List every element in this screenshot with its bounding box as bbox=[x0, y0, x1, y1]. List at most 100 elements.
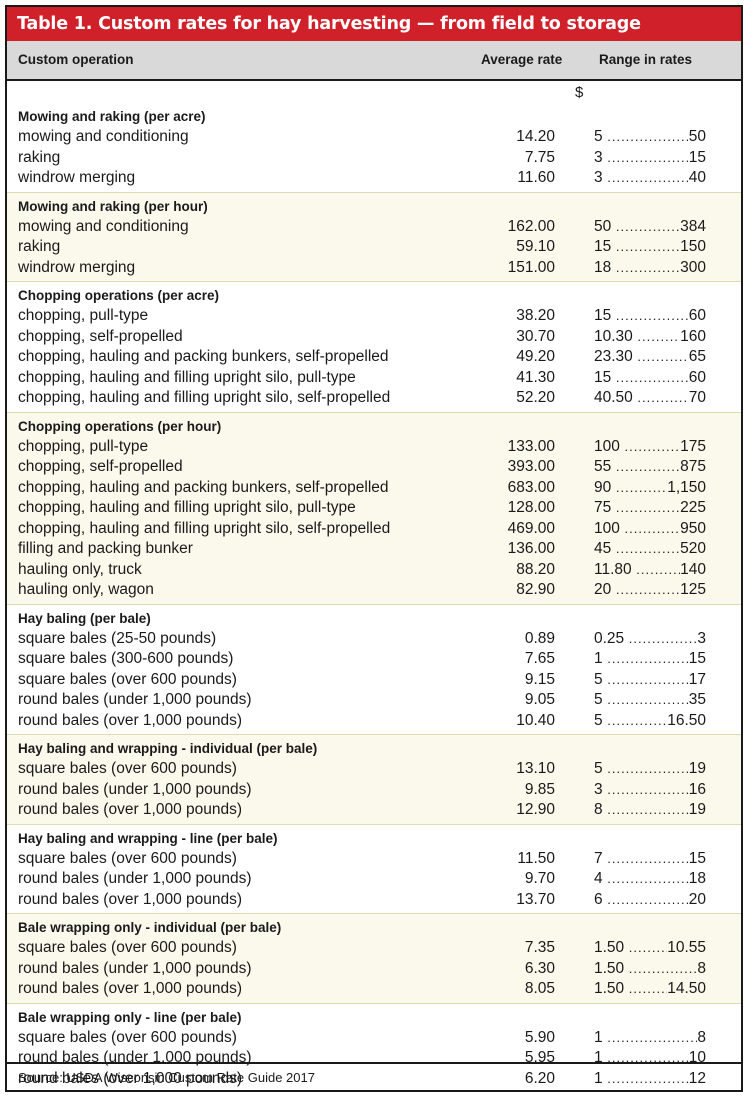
range-cell: 1 ......................................… bbox=[594, 1069, 706, 1090]
unit-row: $ bbox=[7, 81, 741, 103]
range-low: 1 bbox=[594, 1049, 603, 1066]
range-high: 19 bbox=[688, 760, 706, 777]
average-rate-cell: 82.90 bbox=[516, 581, 555, 598]
range-high: 19 bbox=[688, 801, 706, 818]
average-rate-cell: 5.90 bbox=[524, 1028, 555, 1046]
range-high: 20 bbox=[688, 890, 706, 908]
range-cell: 90 .....................................… bbox=[594, 478, 706, 499]
range-low: 15 bbox=[594, 238, 612, 255]
range-low: 8 bbox=[594, 801, 603, 818]
range-cell: 45 .....................................… bbox=[594, 539, 706, 560]
range-high: 384 bbox=[680, 217, 706, 235]
range-cell: 4 ......................................… bbox=[594, 869, 706, 890]
range-dots: ........................................… bbox=[607, 1070, 689, 1086]
table-row: hauling only, wagon 82.90 20 .............… bbox=[7, 580, 741, 601]
range-high: 8 bbox=[697, 1028, 706, 1046]
range-low: 3 bbox=[594, 148, 603, 166]
table-section: Chopping operations (per hour) chopping, … bbox=[7, 411, 741, 604]
table-section: Mowing and raking (per hour) mowing and c… bbox=[7, 191, 741, 281]
range-high: 65 bbox=[688, 348, 706, 365]
operation-cell: round bales (over 1,000 pounds) bbox=[18, 890, 243, 908]
range-high: 875 bbox=[680, 458, 706, 475]
average-rate-cell: 162.00 bbox=[507, 217, 555, 235]
range-cell: 18 .....................................… bbox=[594, 258, 706, 279]
average-rate-cell: 469.00 bbox=[507, 519, 555, 537]
range-cell: 1.50 ...................................… bbox=[594, 959, 706, 980]
range-dots: ........................................… bbox=[624, 520, 680, 536]
average-rate-cell: 13.70 bbox=[516, 890, 555, 908]
range-cell: 15 .....................................… bbox=[594, 237, 706, 258]
range-low: 3 bbox=[594, 780, 603, 798]
operation-cell: square bales (over 600 pounds) bbox=[18, 1028, 237, 1046]
range-dots: ........................................… bbox=[615, 541, 681, 556]
table-row: square bales (25-50 pounds) 0.89 0.25 ....… bbox=[7, 629, 741, 650]
range-dots: ........................................… bbox=[607, 850, 689, 866]
operation-cell: hauling only, wagon bbox=[18, 581, 154, 598]
section-title: Bale wrapping only - individual (per bal… bbox=[18, 920, 282, 935]
range-low: 15 bbox=[594, 368, 612, 386]
range-cell: 11.80 ..................................… bbox=[594, 560, 706, 581]
range-high: 150 bbox=[680, 238, 706, 255]
range-cell: 1.50 ...................................… bbox=[594, 938, 706, 959]
average-rate-cell: 128.00 bbox=[507, 499, 555, 516]
operation-cell: round bales (over 1,000 pounds) bbox=[18, 801, 243, 818]
average-rate-cell: 52.20 bbox=[516, 389, 555, 406]
table-row: round bales (over 1,000 pounds) 10.40 5 ..… bbox=[7, 711, 741, 732]
table-row: square bales (over 600 pounds) 11.50 7 ...… bbox=[7, 849, 741, 870]
range-high: 18 bbox=[688, 870, 706, 887]
range-high: 10.55 bbox=[667, 939, 706, 956]
range-low: 1.50 bbox=[594, 959, 625, 977]
average-rate-cell: 49.20 bbox=[516, 348, 555, 365]
range-high: 950 bbox=[680, 519, 706, 537]
operation-cell: mowing and conditioning bbox=[18, 217, 189, 235]
table-row: round bales (under 1,000 pounds) 9.70 4 ..… bbox=[7, 869, 741, 890]
range-low: 11.80 bbox=[594, 560, 632, 578]
range-low: 100 bbox=[594, 519, 620, 537]
range-dots: ........................................… bbox=[607, 129, 689, 144]
range-dots: ........................................… bbox=[637, 390, 689, 405]
range-dots: ........................................… bbox=[628, 960, 698, 976]
range-dots: ........................................… bbox=[624, 438, 680, 454]
range-dots: ........................................… bbox=[607, 761, 689, 776]
operation-cell: round bales (under 1,000 pounds) bbox=[18, 1049, 252, 1066]
range-low: 23.30 bbox=[594, 348, 633, 365]
range-dots: ........................................… bbox=[607, 651, 689, 666]
section-title: Hay baling and wrapping - line (per bale… bbox=[18, 830, 278, 846]
table-body: Mowing and raking (per acre) mowing and c… bbox=[7, 103, 741, 1092]
average-rate-cell: 14.20 bbox=[516, 128, 555, 145]
operation-cell: chopping, hauling and packing bunkers, s… bbox=[18, 478, 389, 496]
average-rate-cell: 38.20 bbox=[516, 307, 555, 324]
table-row: filling and packing bunker 136.00 45 .....… bbox=[7, 539, 741, 560]
average-rate-cell: 0.89 bbox=[524, 629, 555, 647]
table-row: windrow merging 151.00 18 ................… bbox=[7, 258, 741, 279]
column-header-row: Custom operation Average rate Range in r… bbox=[7, 41, 741, 81]
range-low: 45 bbox=[594, 540, 612, 557]
range-cell: 3 ......................................… bbox=[594, 780, 706, 801]
range-cell: 15 .....................................… bbox=[594, 368, 706, 389]
range-dots: ........................................… bbox=[607, 170, 689, 185]
range-dots: ........................................… bbox=[607, 1050, 689, 1065]
table-row: round bales (over 1,000 pounds) 13.70 6 ..… bbox=[7, 890, 741, 911]
table-row: round bales (over 1,000 pounds) 8.05 1.50 … bbox=[7, 979, 741, 1000]
range-cell: 100 ....................................… bbox=[594, 519, 706, 540]
range-dots: ........................................… bbox=[637, 349, 689, 364]
section-title: Mowing and raking (per hour) bbox=[18, 198, 208, 214]
average-rate-cell: 13.10 bbox=[516, 760, 555, 777]
range-cell: 5 ......................................… bbox=[594, 127, 706, 148]
table-section: Bale wrapping only - individual (per bal… bbox=[7, 913, 741, 1003]
table-row: chopping, self-propelled 30.70 10.30 .....… bbox=[7, 327, 741, 348]
table-row: square bales (300-600 pounds) 7.65 1 .....… bbox=[7, 649, 741, 670]
range-cell: 10.30 ..................................… bbox=[594, 327, 706, 348]
average-rate-cell: 12.90 bbox=[516, 801, 555, 818]
average-rate-cell: 5.95 bbox=[524, 1049, 555, 1066]
range-low: 55 bbox=[594, 458, 612, 475]
range-cell: 3 ......................................… bbox=[594, 168, 706, 189]
section-title: Mowing and raking (per acre) bbox=[18, 109, 206, 124]
range-high: 160 bbox=[680, 327, 706, 345]
operation-cell: round bales (under 1,000 pounds) bbox=[18, 780, 252, 798]
range-high: 140 bbox=[680, 560, 706, 578]
range-cell: 5 ......................................… bbox=[594, 759, 706, 780]
range-dots: ........................................… bbox=[607, 781, 689, 797]
operation-cell: square bales (300-600 pounds) bbox=[18, 650, 234, 667]
average-rate-cell: 9.85 bbox=[524, 780, 555, 798]
